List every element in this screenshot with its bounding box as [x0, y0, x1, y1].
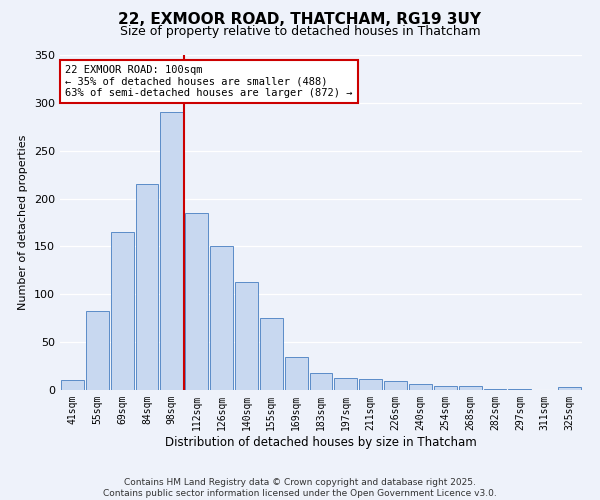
Text: 22, EXMOOR ROAD, THATCHAM, RG19 3UY: 22, EXMOOR ROAD, THATCHAM, RG19 3UY: [119, 12, 482, 28]
Bar: [61, 380, 84, 390]
Bar: [235, 282, 258, 390]
X-axis label: Distribution of detached houses by size in Thatcham: Distribution of detached houses by size …: [165, 436, 477, 448]
Bar: [160, 112, 183, 390]
Text: Size of property relative to detached houses in Thatcham: Size of property relative to detached ho…: [119, 25, 481, 38]
Bar: [484, 389, 506, 390]
Bar: [409, 384, 432, 390]
Bar: [310, 373, 332, 390]
Bar: [185, 213, 208, 390]
Bar: [334, 378, 357, 390]
Bar: [86, 310, 109, 390]
Bar: [210, 246, 233, 390]
Y-axis label: Number of detached properties: Number of detached properties: [19, 135, 28, 310]
Bar: [260, 318, 283, 390]
Bar: [434, 386, 457, 390]
Bar: [359, 380, 382, 390]
Bar: [558, 387, 581, 390]
Text: 22 EXMOOR ROAD: 100sqm
← 35% of detached houses are smaller (488)
63% of semi-de: 22 EXMOOR ROAD: 100sqm ← 35% of detached…: [65, 65, 353, 98]
Bar: [285, 356, 308, 390]
Bar: [384, 382, 407, 390]
Bar: [111, 232, 134, 390]
Text: Contains HM Land Registry data © Crown copyright and database right 2025.
Contai: Contains HM Land Registry data © Crown c…: [103, 478, 497, 498]
Bar: [136, 184, 158, 390]
Bar: [508, 389, 531, 390]
Bar: [459, 386, 482, 390]
